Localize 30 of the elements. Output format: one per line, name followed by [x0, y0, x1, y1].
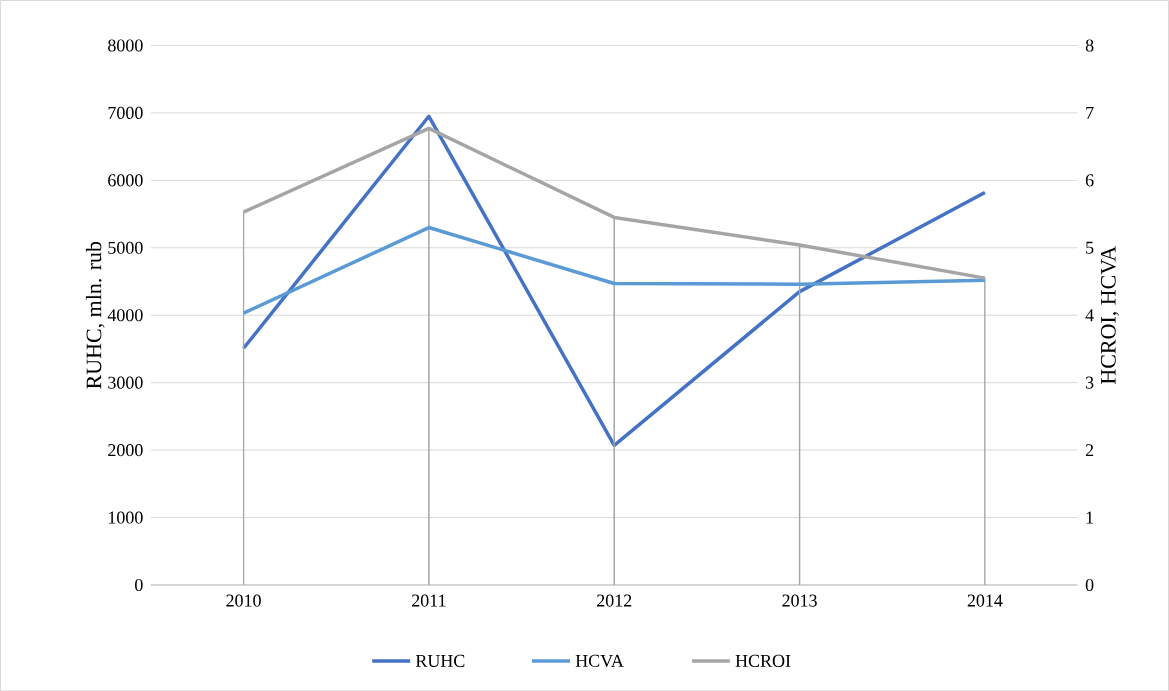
y-tick-label: 8000 — [108, 39, 143, 52]
y2-axis-title: HCROI, HCVA — [1100, 245, 1119, 384]
y2-tick-label: 3 — [1085, 376, 1094, 389]
y-tick-label: 6000 — [108, 174, 143, 187]
y-tick-label: 7000 — [108, 106, 143, 119]
y-tick-label: 2000 — [108, 443, 143, 456]
x-tick-label: 2013 — [782, 594, 817, 607]
line-series — [241, 225, 987, 315]
x-tick-label: 2010 — [226, 594, 261, 607]
x-tick-label: 2014 — [967, 594, 1003, 607]
y2-tick-label: 1 — [1086, 511, 1094, 524]
x-tick-label: 2011 — [412, 594, 446, 607]
line-series — [241, 114, 987, 447]
y-tick-label: 5000 — [108, 241, 143, 254]
x-tick-label: 2012 — [597, 594, 632, 607]
y-tick-label: 4000 — [107, 308, 143, 322]
y-tick-label: 3000 — [108, 376, 143, 389]
y2-tick-label: 7 — [1086, 106, 1094, 119]
y-tick-label: 1000 — [108, 511, 143, 524]
legend-label: HCVA — [575, 654, 624, 667]
y2-tick-label: 2 — [1085, 443, 1094, 456]
y-axis-title: RUHC, mln. rub — [85, 241, 105, 389]
legend-label: HCROI — [735, 654, 791, 667]
y2-tick-label: 5 — [1086, 241, 1094, 254]
y2-tick-label: 0 — [1085, 578, 1094, 591]
legend-label: RUHC — [415, 654, 465, 667]
y-tick-label: 0 — [135, 578, 143, 591]
y2-tick-label: 4 — [1085, 309, 1094, 321]
y2-tick-label: 6 — [1085, 174, 1094, 187]
y2-tick-label: 8 — [1085, 39, 1094, 52]
